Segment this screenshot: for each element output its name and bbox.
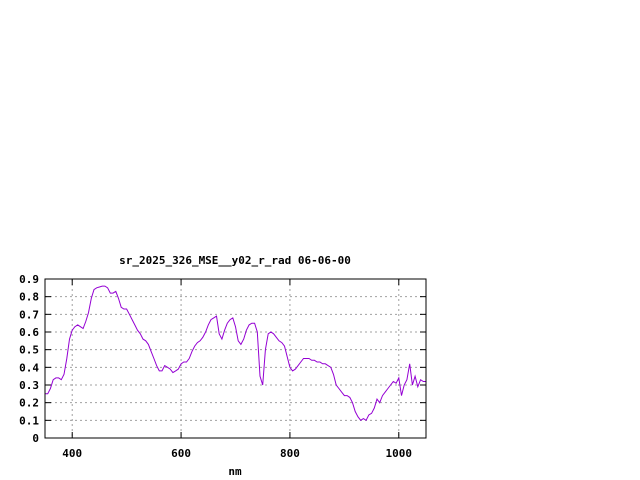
y-tick-label: 0	[32, 432, 39, 445]
y-tick-label: 0.6	[19, 326, 39, 339]
y-tick-label: 0.4	[19, 361, 39, 374]
chart-title: sr_2025_326_MSE__y02_r_rad 06-06-00	[119, 254, 351, 267]
x-axis: 400 600 800 1000	[62, 279, 412, 460]
x-axis-label: nm	[228, 465, 242, 478]
x-tick-label: 600	[171, 447, 191, 460]
grid-lines	[45, 279, 426, 438]
series-line	[45, 285, 426, 422]
x-tick-label: 400	[62, 447, 82, 460]
y-tick-label: 0.2	[19, 397, 39, 410]
y-tick-label: 0.5	[19, 344, 39, 357]
y-tick-label: 0.7	[19, 308, 39, 321]
plot-frame	[44, 278, 427, 439]
y-axis: 0 0.1 0.2 0.3 0.4 0.5 0.6 0.7 0.8 0.9	[19, 273, 426, 445]
y-tick-label: 0.8	[19, 291, 39, 304]
y-tick-label: 0.9	[19, 273, 39, 286]
y-tick-label: 0.3	[19, 379, 39, 392]
x-tick-label: 1000	[386, 447, 413, 460]
series-group	[45, 285, 426, 422]
x-tick-label: 800	[280, 447, 300, 460]
y-tick-label: 0.1	[19, 414, 39, 427]
